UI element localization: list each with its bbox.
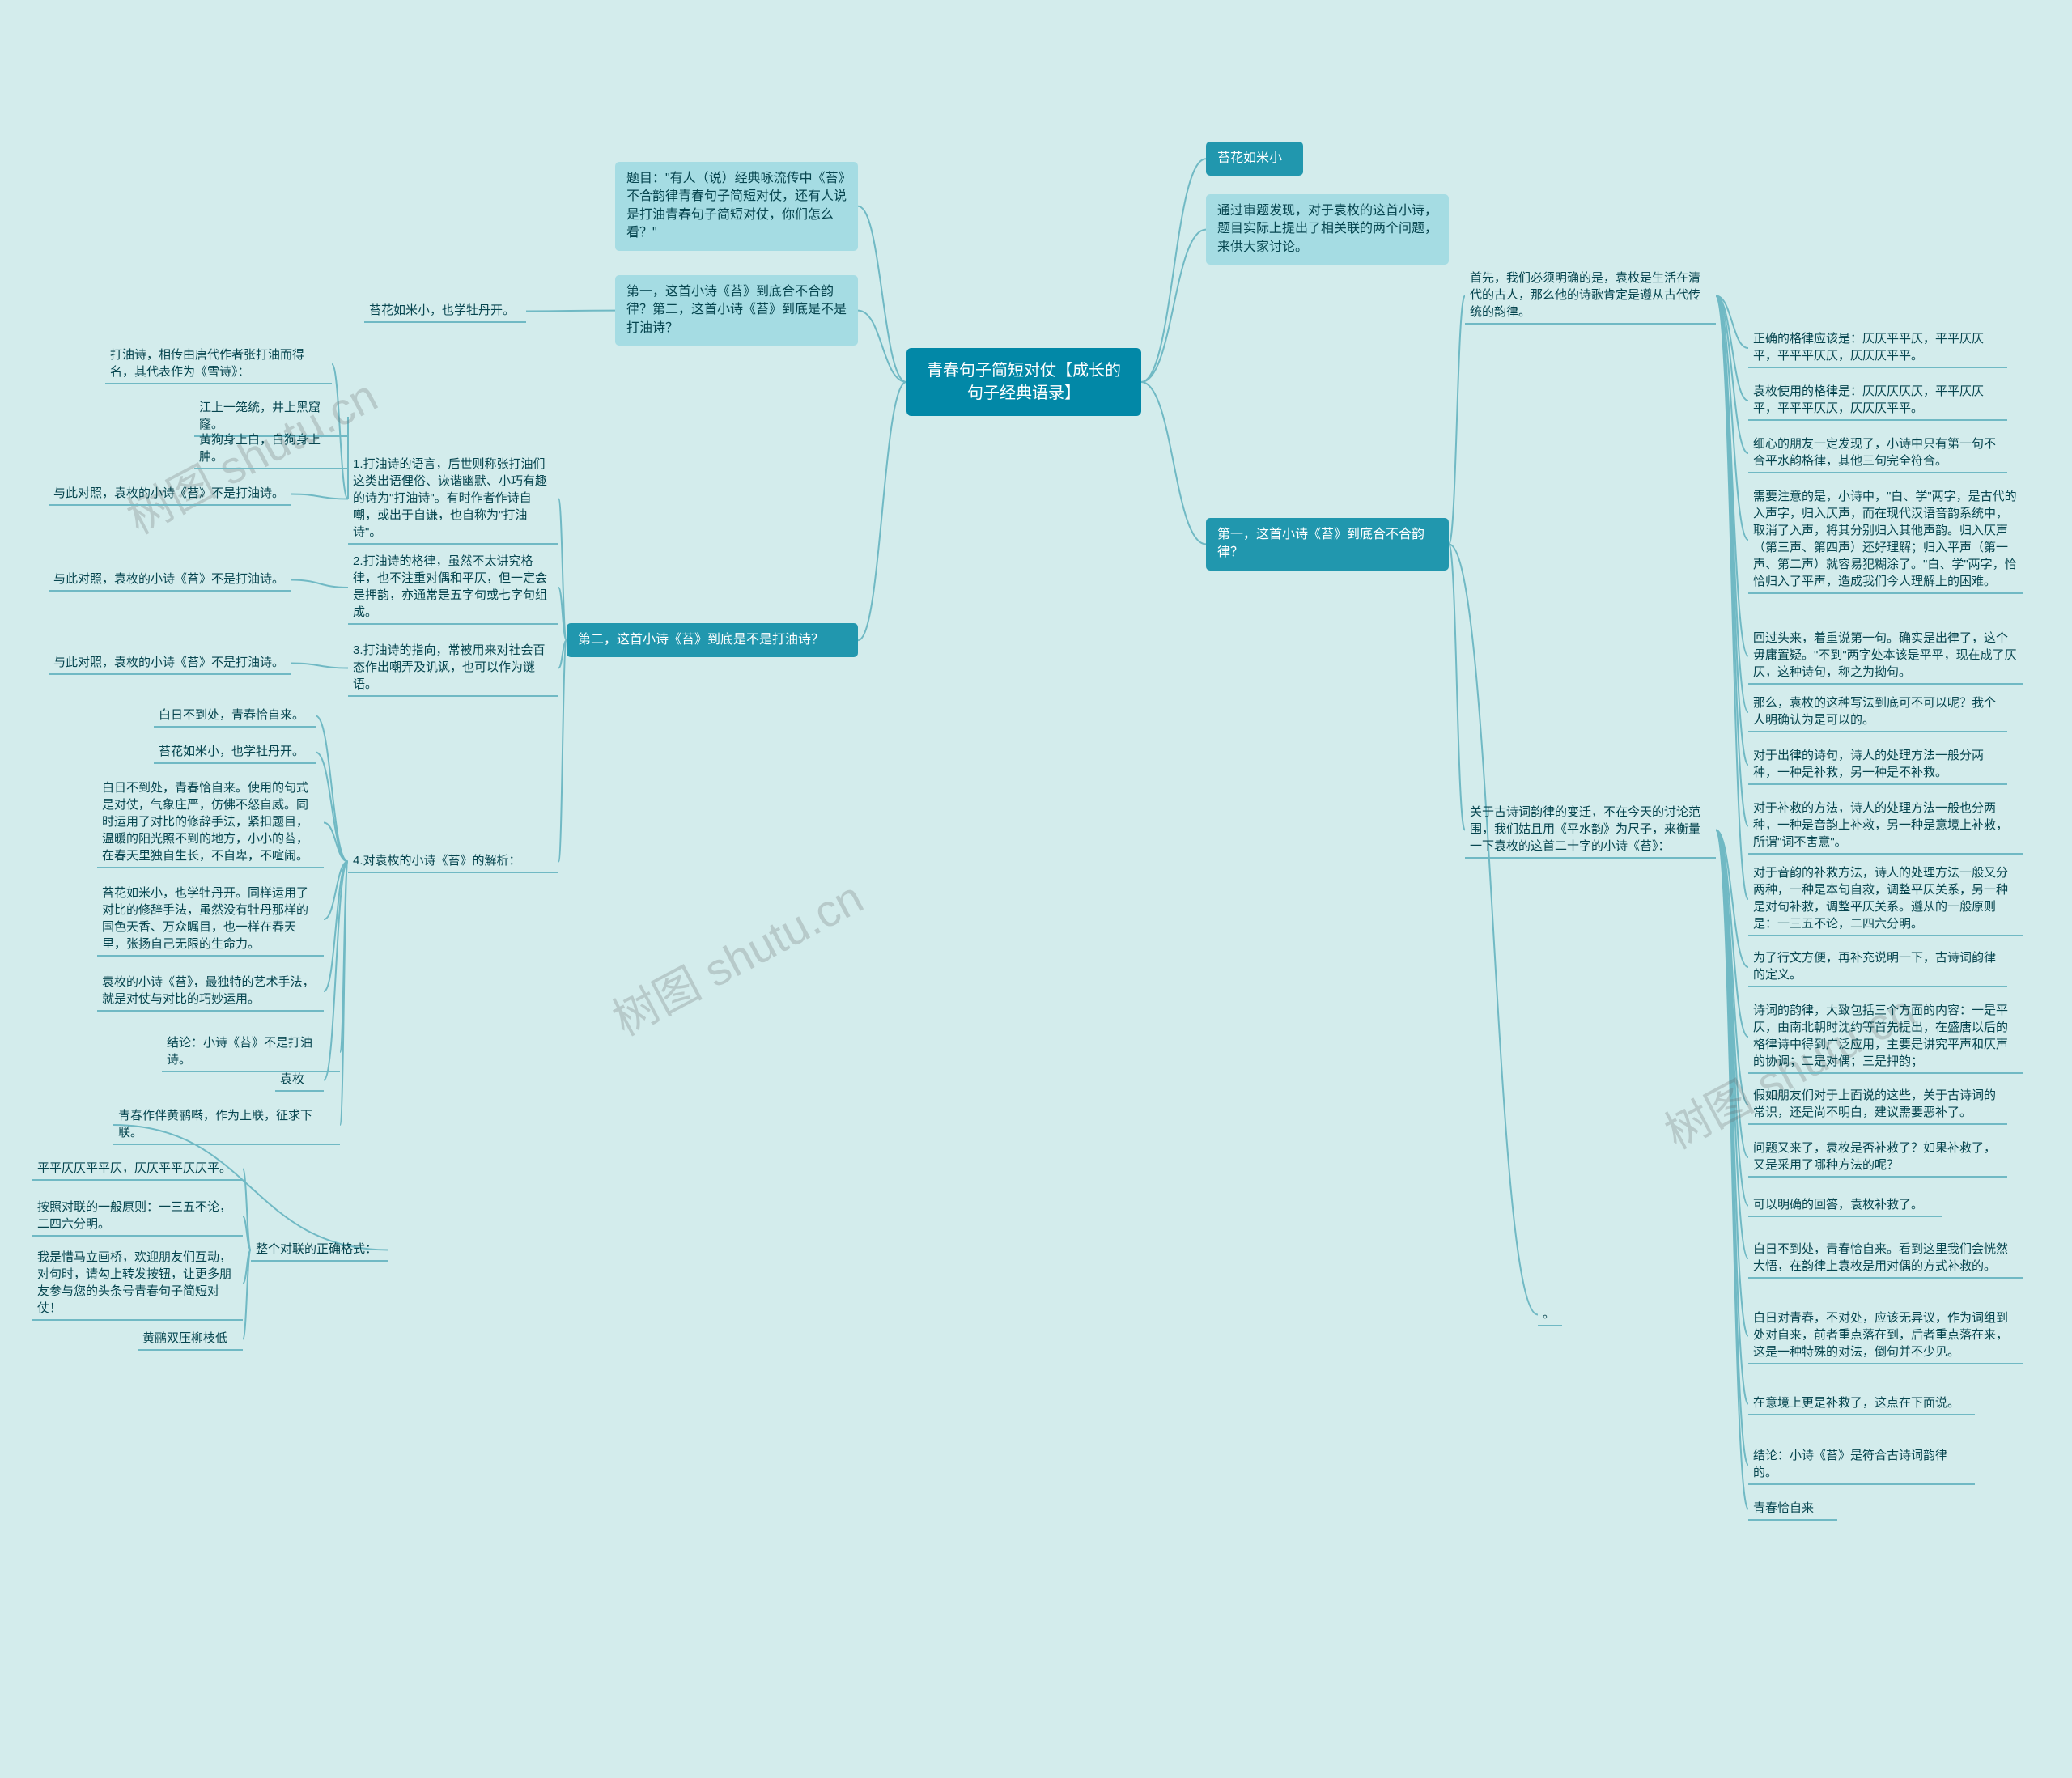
right2-d1: 首先，我们必须明确的是，袁枚是生活在清代的古人，那么他的诗歌肯定是遵从古代传统的… <box>1465 267 1716 325</box>
right2-d1-6: 那么，袁枚的这种写法到底可不可以呢？我个人明确认为是可以的。 <box>1748 692 2007 732</box>
left2-b1c: 黄狗身上白，白狗身上肿。 <box>194 429 348 469</box>
right2-d2-1: 为了行文方便，再补充说明一下，古诗词韵律的定义。 <box>1748 947 2007 987</box>
left1-t1: 苔花如米小，也学牡丹开。 <box>364 299 526 323</box>
left3-title: 整个对联的正确格式： <box>251 1238 388 1262</box>
right2-d1-1: 正确的格律应该是：仄仄平平仄，平平仄仄平，平平平仄仄，仄仄仄平平。 <box>1748 328 2007 368</box>
left2-b2l: 与此对照，袁枚的小诗《苔》不是打油诗。 <box>49 568 291 592</box>
root-node: 青春句子简短对仗【成长的句子经典语录】 <box>906 348 1141 416</box>
left3-c1: 平平仄仄平平仄，仄仄平平仄仄平。 <box>32 1157 243 1181</box>
right2-d1-8: 对于补救的方法，诗人的处理方法一般也分两种，一种是音韵上补救，另一种是意境上补救… <box>1748 797 2023 855</box>
left2-title: 第二，这首小诗《苔》到底是不是打油诗？ <box>567 623 858 657</box>
left2-b1: 1.打油诗的语言，后世则称张打油们这类出语俚俗、诙谐幽默、小巧有趣的诗为"打油诗… <box>348 453 558 545</box>
right2-d1-5: 回过头来，着重说第一句。确实是出律了，这个毋庸置疑。"不到"两字处本该是平平，现… <box>1748 627 2023 685</box>
left2-b4-6: 结论：小诗《苔》不是打油诗。 <box>162 1032 340 1072</box>
left2-b4-3: 白日不到处，青春恰自来。使用的句式是对仗，气象庄严，仿佛不怒自威。同时运用了对比… <box>97 777 324 868</box>
left2-b4-4: 苔花如米小，也学牡丹开。同样运用了对比的修辞手法，虽然没有牡丹那样的国色天香、万… <box>97 882 324 957</box>
left2-b4-5: 袁枚的小诗《苔》，最独特的艺术手法，就是对仗与对比的巧妙运用。 <box>97 971 324 1012</box>
right2-caret: 。 <box>1538 1303 1562 1326</box>
left3-c4: 黄鹂双压柳枝低 <box>138 1327 243 1351</box>
right2-title: 第一，这首小诗《苔》到底合不合韵律？ <box>1206 518 1449 571</box>
right2-d2: 关于古诗词韵律的变迁，不在今天的讨论范围，我们姑且用《平水韵》为尺子，来衡量一下… <box>1465 801 1716 859</box>
left2-b4-8: 青春作伴黄鹂啭，作为上联，征求下联。 <box>113 1105 340 1145</box>
right2-d1-4: 需要注意的是，小诗中，"白、学"两字，是古代的入声字，归入仄声，而在现代汉语音韵… <box>1748 486 2023 594</box>
left2-b4: 4.对袁枚的小诗《苔》的解析： <box>348 850 558 873</box>
watermark-2: 树图 shutu.cn <box>600 862 873 1049</box>
right2-d2-4: 问题又来了，袁枚是否补救了？如果补救了，又是采用了哪种方法的呢？ <box>1748 1137 2007 1178</box>
right2-d2-10: 青春恰自来 <box>1748 1497 1837 1521</box>
right2-d1-7: 对于出律的诗句，诗人的处理方法一般分两种，一种是补救，另一种是不补救。 <box>1748 745 2007 785</box>
left3-c3: 我是惜马立画桥，欢迎朋友们互动，对句时，请勾上转发按钮，让更多朋友参与您的头条号… <box>32 1246 243 1321</box>
left1-box2: 第一，这首小诗《苔》到底合不合韵律？第二，这首小诗《苔》到底是不是打油诗？ <box>615 275 858 346</box>
left2-b1a: 打油诗，相传由唐代作者张打油而得名，其代表作为《雪诗》： <box>105 344 332 384</box>
left3-c2: 按照对联的一般原则：一三五不论，二四六分明。 <box>32 1196 243 1237</box>
left2-b4-1: 白日不到处，青春恰自来。 <box>154 704 316 728</box>
left2-b4-7: 袁枚 <box>275 1068 324 1092</box>
right1-r1: 通过审题发现，对于袁枚的这首小诗，题目实际上提出了相关联的两个问题，来供大家讨论… <box>1206 194 1449 265</box>
right1-r0: 苔花如米小 <box>1206 142 1303 176</box>
right2-d2-5: 可以明确的回答，袁枚补救了。 <box>1748 1194 1942 1217</box>
right2-d1-3: 细心的朋友一定发现了，小诗中只有第一句不合平水韵格律，其他三句完全符合。 <box>1748 433 2007 473</box>
left1-box1: 题目："有人（说）经典咏流传中《苔》不合韵律青春句子简短对仗，还有人说是打油青春… <box>615 162 858 251</box>
right2-d1-9: 对于音韵的补救方法，诗人的处理方法一般又分两种，一种是本句自救，调整平仄关系，另… <box>1748 862 2023 936</box>
right2-d2-7: 白日对青春，不对处，应该无异议，作为词组到处对自来，前者重点落在到，后者重点落在… <box>1748 1307 2023 1364</box>
left2-b2: 2.打油诗的格律，虽然不太讲究格律，也不注重对偶和平仄，但一定会是押韵，亦通常是… <box>348 550 558 625</box>
right2-d2-9: 结论：小诗《苔》是符合古诗词韵律的。 <box>1748 1445 1975 1485</box>
right2-d2-2: 诗词的韵律，大致包括三个方面的内容：一是平仄，由南北朝时沈约等首先提出，在盛唐以… <box>1748 999 2023 1074</box>
right2-d1-2: 袁枚使用的格律是：仄仄仄仄仄，平平仄仄平，平平平仄仄，仄仄仄平平。 <box>1748 380 2007 421</box>
left2-b3l: 与此对照，袁枚的小诗《苔》不是打油诗。 <box>49 651 291 675</box>
right2-d2-8: 在意境上更是补救了，这点在下面说。 <box>1748 1392 1975 1415</box>
left2-b1l: 与此对照，袁枚的小诗《苔》不是打油诗。 <box>49 482 291 506</box>
right2-d2-6: 白日不到处，青春恰自来。看到这里我们会恍然大悟，在韵律上袁枚是用对偶的方式补救的… <box>1748 1238 2023 1279</box>
right2-d2-3: 假如朋友们对于上面说的这些，关于古诗词的常识，还是尚不明白，建议需要恶补了。 <box>1748 1084 2007 1125</box>
left2-b4-2: 苔花如米小，也学牡丹开。 <box>154 740 316 764</box>
left2-b3: 3.打油诗的指向，常被用来对社会百态作出嘲弄及讥讽，也可以作为谜语。 <box>348 639 558 697</box>
